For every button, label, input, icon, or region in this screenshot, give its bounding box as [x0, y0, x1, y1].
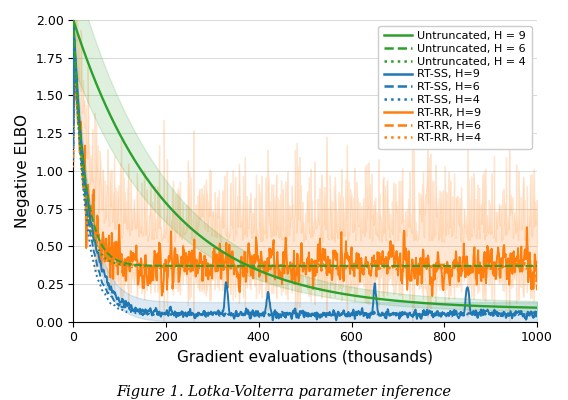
Legend: Untruncated, H = 9, Untruncated, H = 6, Untruncated, H = 4, RT-SS, H=9, RT-SS, H: Untruncated, H = 9, Untruncated, H = 6, …	[378, 26, 532, 149]
Y-axis label: Negative ELBO: Negative ELBO	[15, 114, 30, 228]
X-axis label: Gradient evaluations (thousands): Gradient evaluations (thousands)	[177, 350, 433, 365]
Text: Figure 1. Lotka-Volterra parameter inference: Figure 1. Lotka-Volterra parameter infer…	[116, 385, 452, 399]
